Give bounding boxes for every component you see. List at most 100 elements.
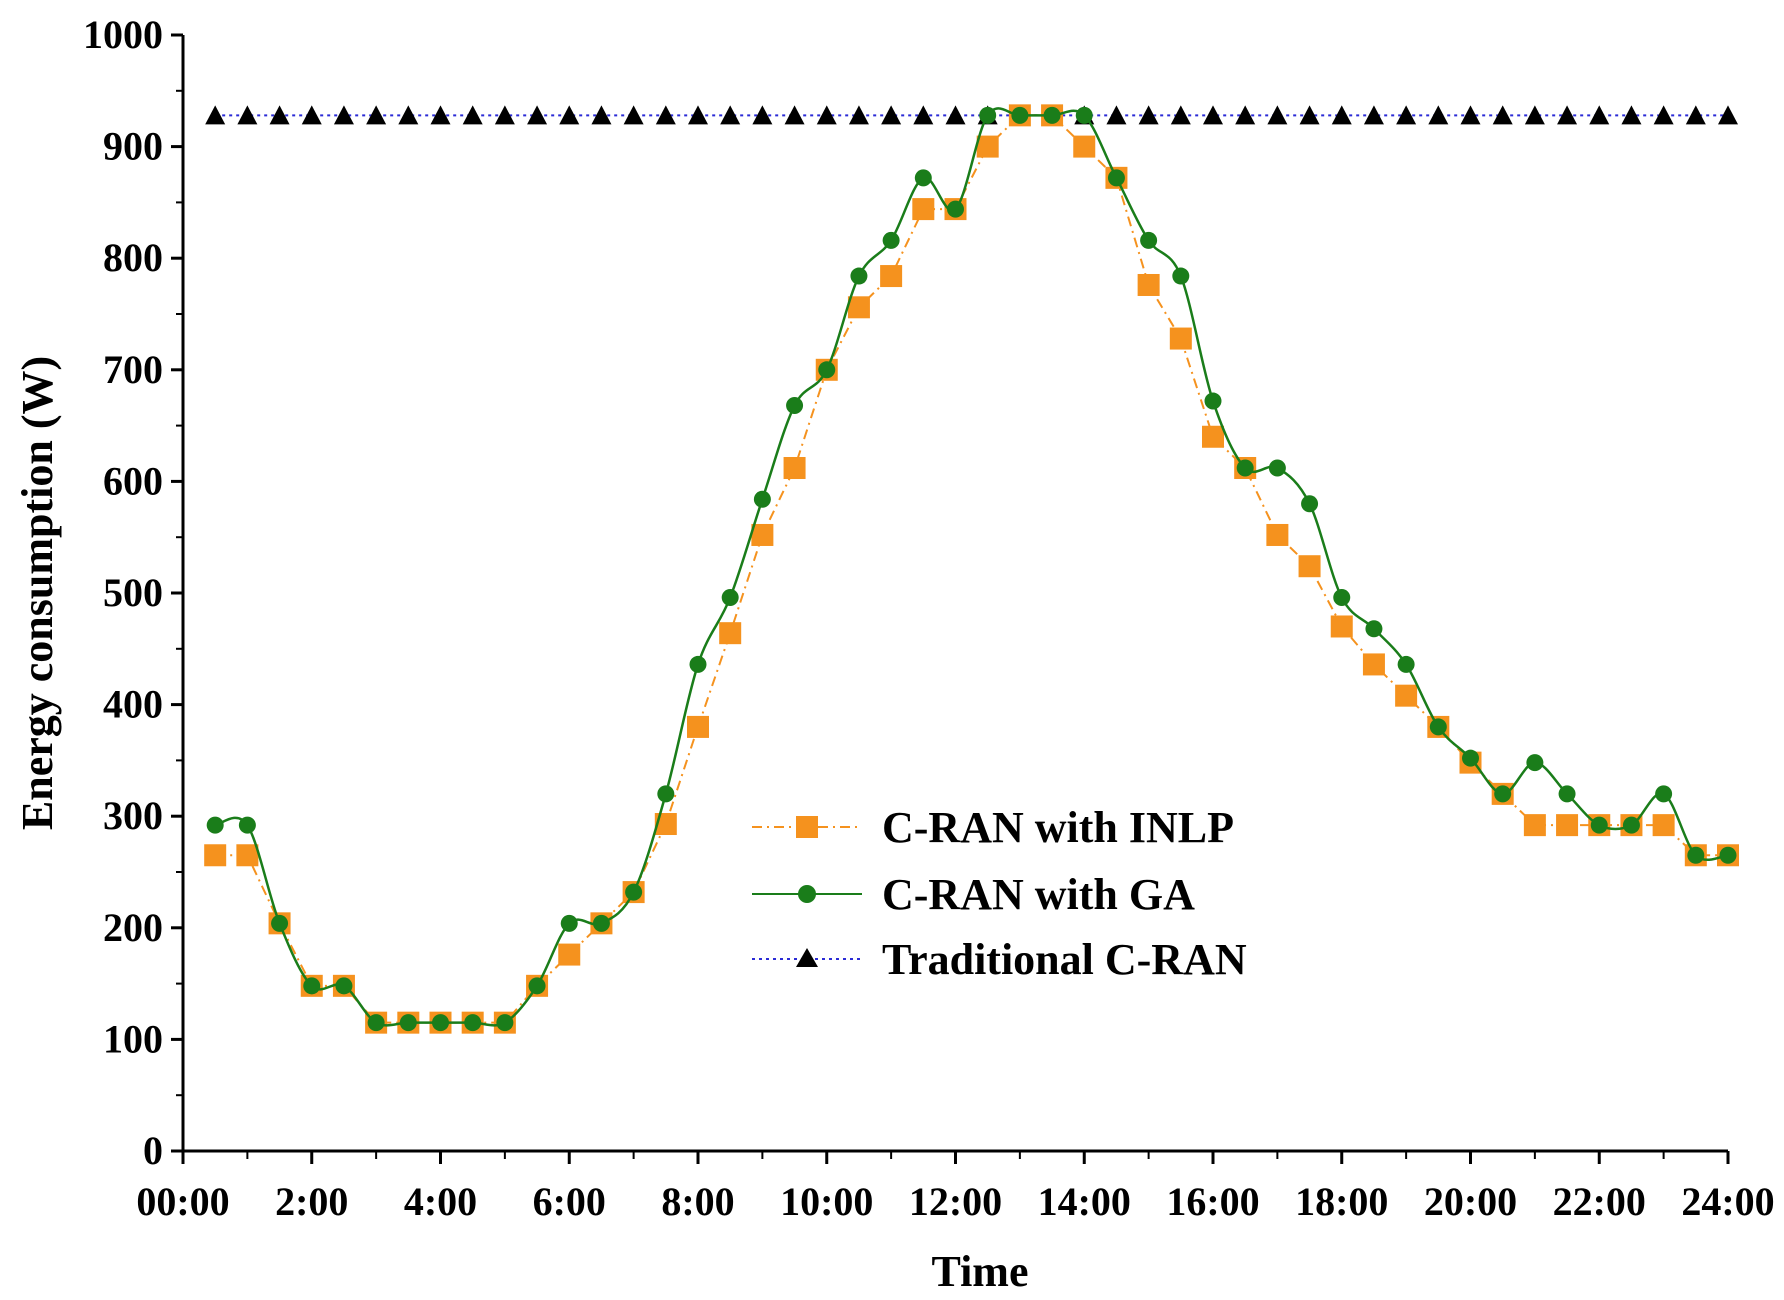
data-point-triangle — [1653, 105, 1674, 125]
data-point-triangle — [1138, 105, 1159, 125]
data-point-triangle — [655, 105, 676, 125]
data-point-square — [204, 844, 227, 867]
data-point-triangle — [366, 105, 387, 125]
y-tick-label: 500 — [103, 570, 163, 615]
y-tick-label: 0 — [143, 1128, 163, 1173]
y-tick-label: 900 — [103, 124, 163, 169]
series-ga — [206, 106, 1737, 1032]
legend-label-inlp: C-RAN with INLP — [882, 803, 1234, 852]
data-point-square — [719, 622, 742, 645]
x-tick-label: 10:00 — [780, 1179, 873, 1224]
legend-item-inlp: C-RAN with INLP — [752, 803, 1234, 852]
data-point-triangle — [301, 105, 322, 125]
data-point-circle — [1140, 231, 1158, 249]
data-point-square — [1169, 327, 1192, 350]
data-point-triangle — [1589, 105, 1610, 125]
data-point-triangle — [1557, 105, 1578, 125]
data-point-square — [1137, 273, 1160, 296]
data-point-circle — [1107, 169, 1125, 187]
data-point-triangle — [269, 105, 290, 125]
data-point-square — [847, 296, 870, 319]
y-tick-label: 600 — [103, 458, 163, 503]
data-point-triangle — [1235, 105, 1256, 125]
data-point-triangle — [1267, 105, 1288, 125]
data-point-square — [880, 265, 903, 288]
data-point-square — [1298, 555, 1321, 578]
data-point-square — [236, 844, 259, 867]
data-point-triangle — [1106, 105, 1127, 125]
x-tick-label: 20:00 — [1424, 1179, 1517, 1224]
x-tick-label: 16:00 — [1166, 1179, 1259, 1224]
data-point-circle — [1429, 718, 1447, 736]
data-point-circle — [1526, 754, 1544, 772]
legend-label-traditional: Traditional C-RAN — [882, 935, 1247, 984]
data-point-circle — [1687, 846, 1705, 864]
data-point-triangle — [881, 105, 902, 125]
data-point-triangle — [559, 105, 580, 125]
data-point-circle — [335, 977, 353, 995]
data-point-triangle — [784, 105, 805, 125]
data-point-circle — [1172, 267, 1190, 285]
data-point-circle — [979, 106, 997, 124]
y-axis-title: Energy consumption (W) — [13, 356, 62, 830]
data-point-circle — [432, 1014, 449, 1032]
data-point-square — [1266, 523, 1289, 546]
data-point-triangle — [1331, 105, 1352, 125]
data-point-triangle — [1460, 105, 1481, 125]
legend-marker-square — [796, 816, 818, 838]
x-tick-label: 14:00 — [1038, 1179, 1131, 1224]
data-point-triangle — [1524, 105, 1545, 125]
data-point-circle — [206, 816, 224, 834]
data-point-circle — [721, 588, 739, 606]
data-point-triangle — [494, 105, 515, 125]
data-point-circle — [753, 490, 771, 508]
data-point-circle — [882, 231, 900, 249]
data-point-circle — [367, 1014, 385, 1032]
data-point-triangle — [398, 105, 419, 125]
data-point-circle — [1011, 106, 1029, 124]
y-tick-label: 700 — [103, 347, 163, 392]
x-tick-label: 8:00 — [661, 1179, 734, 1224]
x-tick-label: 00:00 — [136, 1179, 229, 1224]
data-point-square — [912, 198, 935, 221]
data-point-circle — [786, 397, 804, 415]
data-point-triangle — [205, 105, 226, 125]
data-point-triangle — [237, 105, 258, 125]
x-tick-label: 24:00 — [1681, 1179, 1774, 1224]
data-point-circle — [1301, 495, 1319, 513]
y-tick-label: 400 — [103, 682, 163, 727]
data-point-triangle — [913, 105, 934, 125]
legend-item-traditional: Traditional C-RAN — [752, 935, 1247, 984]
data-point-circle — [1236, 459, 1254, 477]
data-point-square — [1556, 814, 1579, 837]
data-point-circle — [947, 200, 964, 218]
data-point-triangle — [623, 105, 644, 125]
data-point-circle — [1268, 459, 1286, 477]
legend: C-RAN with INLP C-RAN with GA Traditiona… — [752, 803, 1247, 984]
y-tick-label: 100 — [103, 1016, 163, 1061]
x-tick-label: 18:00 — [1295, 1179, 1388, 1224]
data-point-circle — [1655, 785, 1673, 803]
data-point-circle — [592, 914, 610, 932]
data-point-triangle — [1718, 105, 1738, 125]
data-point-circle — [850, 267, 868, 285]
legend-marker-circle — [798, 885, 816, 903]
legend-label-ga: C-RAN with GA — [882, 870, 1195, 919]
data-point-triangle — [752, 105, 773, 125]
data-point-circle — [657, 785, 675, 803]
data-point-square — [783, 457, 806, 480]
data-point-triangle — [945, 105, 966, 125]
y-tick-label: 200 — [103, 905, 163, 950]
data-point-circle — [818, 361, 836, 379]
data-point-square — [687, 715, 709, 738]
data-point-triangle — [462, 105, 483, 125]
data-point-square — [1202, 425, 1224, 448]
data-point-triangle — [816, 105, 837, 125]
data-point-circle — [399, 1014, 417, 1032]
x-tick-label: 22:00 — [1553, 1179, 1646, 1224]
data-point-triangle — [591, 105, 612, 125]
data-point-triangle — [720, 105, 741, 125]
data-point-triangle — [1621, 105, 1642, 125]
